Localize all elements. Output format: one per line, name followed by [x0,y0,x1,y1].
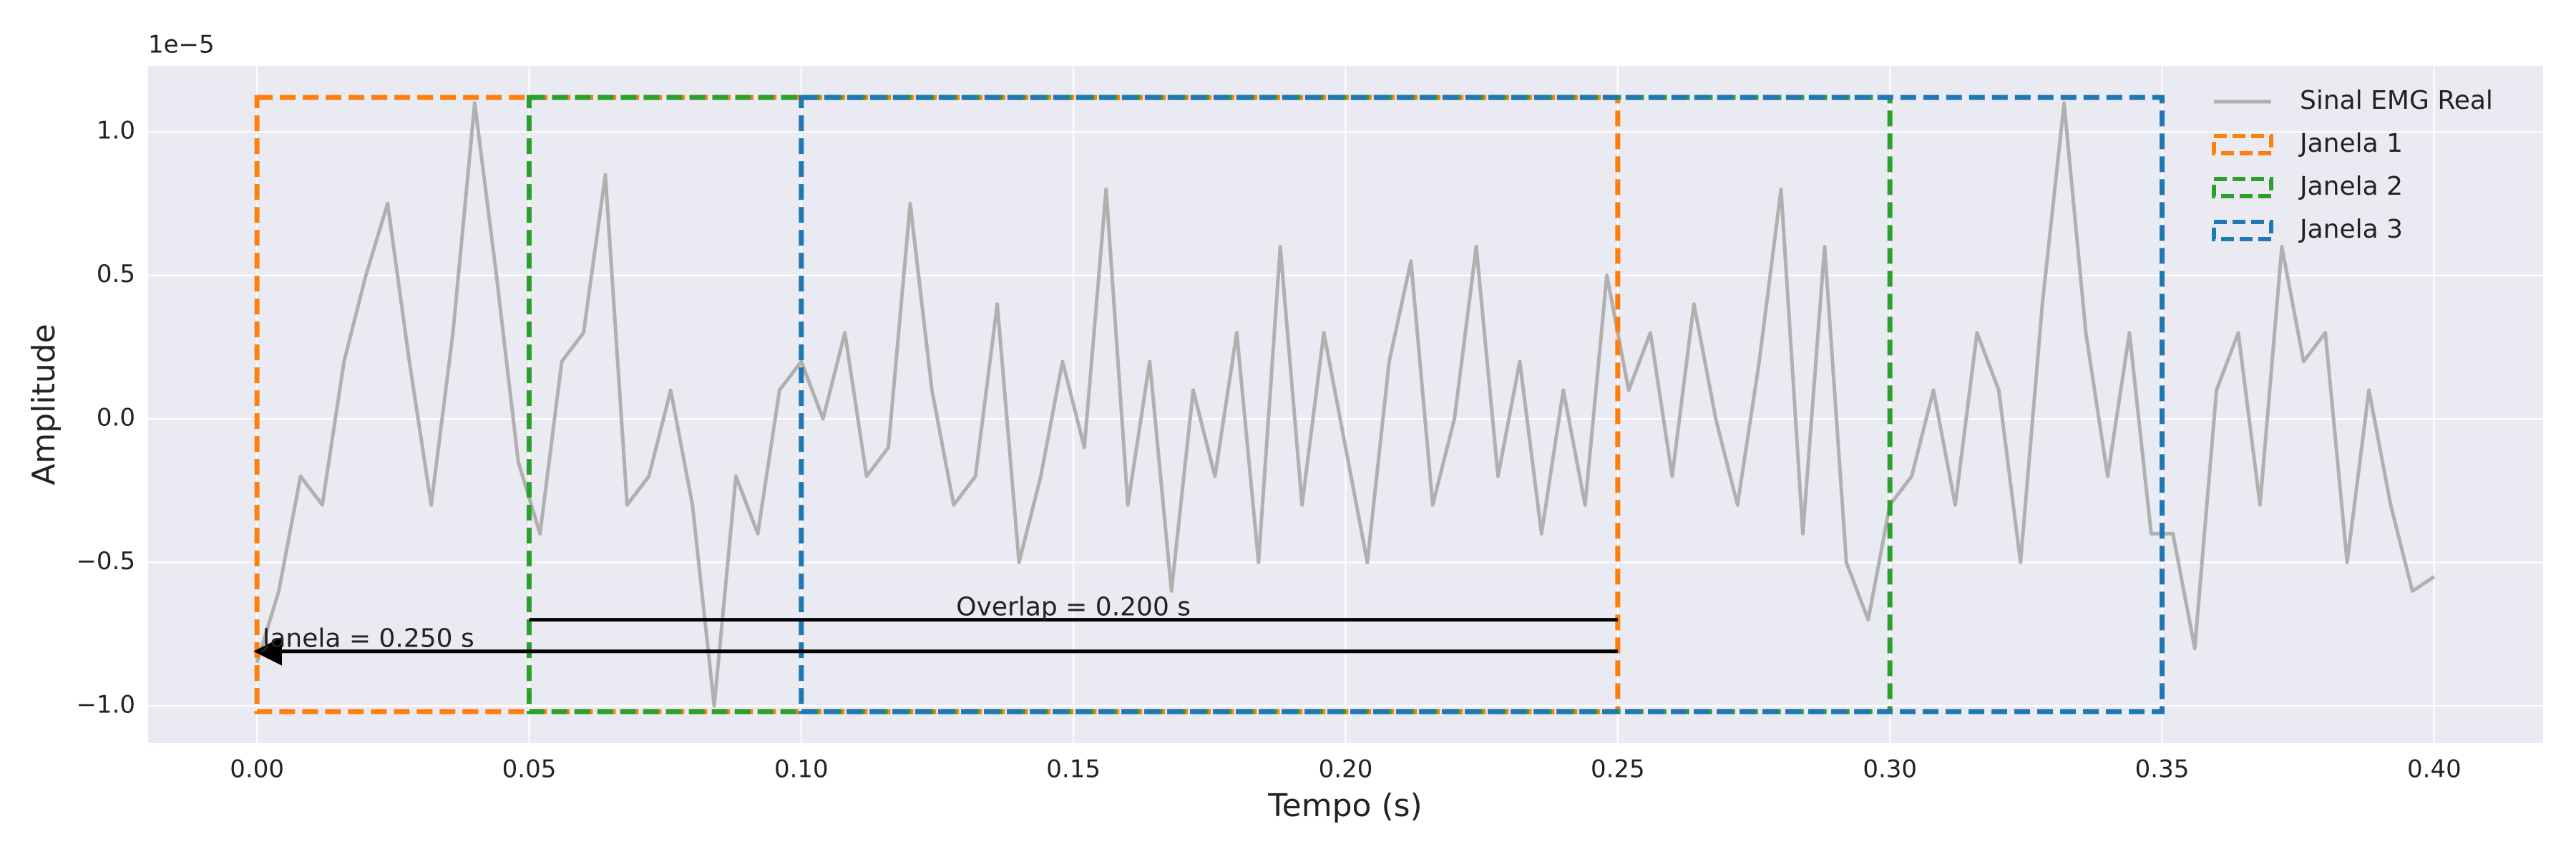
x-tick-label: 0.35 [2135,755,2190,784]
window-box [254,95,1621,715]
signal-line [255,101,2436,708]
legend-swatch [2212,177,2273,198]
x-tick-label: 0.15 [1046,755,1101,784]
legend-label: Janela 1 [2298,129,2403,158]
legend-label: Sinal EMG Real [2300,86,2493,115]
x-tick-label: 0.20 [1319,755,1373,784]
window-box [526,95,1893,715]
legend-label: Janela 3 [2298,215,2403,244]
window-box [799,95,2165,715]
y-axis-label: Amplitude [26,324,62,485]
y-tick-label: 0.5 [97,260,135,289]
y-offset-text: 1e−5 [148,31,215,59]
x-tick-label: 0.25 [1591,755,1645,784]
annotation-text: Overlap = 0.200 s [956,593,1191,622]
x-tick-label: 0.40 [2407,755,2462,784]
y-tick-label: −0.5 [76,547,135,576]
x-tick-label: 0.00 [230,755,284,784]
legend-label: Janela 2 [2298,172,2403,201]
x-axis-label: Tempo (s) [1267,788,1422,824]
legend-swatch [2212,220,2273,241]
y-tick-label: 1.0 [97,117,135,145]
x-tick-label: 0.30 [1863,755,1917,784]
x-tick-label: 0.05 [502,755,557,784]
y-tick-label: −1.0 [76,690,135,719]
y-tick-label: 0.0 [97,404,135,432]
x-tick-label: 0.10 [774,755,829,784]
legend-swatch [2212,134,2273,155]
annotation-text: Janela = 0.250 s [261,624,474,654]
